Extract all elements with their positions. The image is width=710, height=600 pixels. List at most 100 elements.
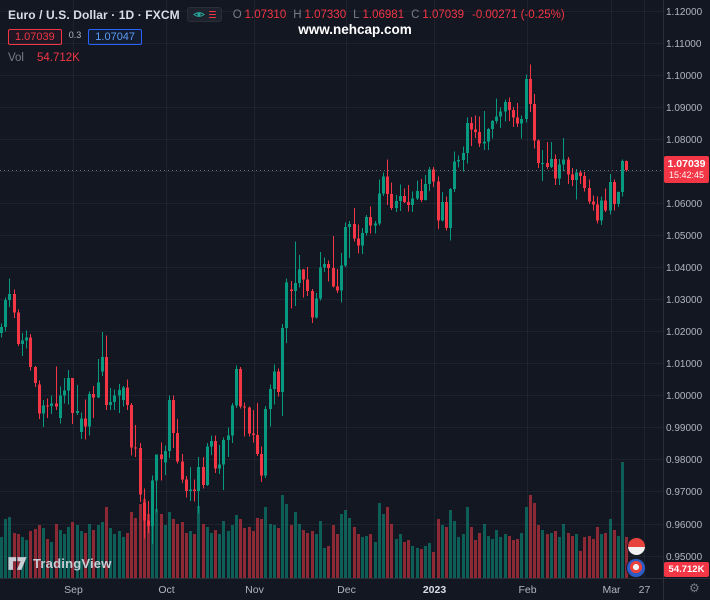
volume-bar [222, 521, 225, 578]
candle-body [50, 403, 53, 406]
volume-bar [621, 462, 624, 578]
time-scale[interactable] [0, 578, 710, 600]
low-value: 1.06981 [362, 8, 405, 21]
candle-body [562, 159, 565, 165]
candle-body [416, 190, 419, 199]
candle-body [386, 176, 389, 195]
symbol-title[interactable]: Euro / U.S. Dollar · 1D · FXCM [8, 7, 180, 22]
volume-axis-badge: 54.712K [664, 562, 709, 577]
candle-body [537, 140, 540, 164]
candle-body [101, 356, 104, 372]
candle-body [105, 356, 108, 405]
volume-label: Vol [8, 52, 24, 64]
high-value: 1.07330 [304, 8, 347, 21]
candle-body [109, 402, 112, 405]
volume-bar [239, 519, 242, 578]
candle-body [294, 283, 297, 292]
candle-body [285, 282, 288, 329]
candle-body [374, 223, 377, 226]
price-tick-label: 1.09000 [666, 103, 703, 114]
volume-bar [575, 534, 578, 578]
volume-bar [50, 542, 53, 578]
legend-row-bidask: 1.07039 0.3 1.07047 [8, 29, 143, 45]
candle-body [29, 337, 32, 368]
candle-body [134, 447, 137, 449]
candle-body [252, 433, 255, 436]
legend-menu-icon[interactable] [208, 10, 216, 19]
price-tick-label: 1.06000 [666, 199, 703, 210]
candle-body [46, 405, 49, 407]
time-tick-label: 27 [639, 584, 651, 596]
candle-body [550, 159, 553, 167]
candle-body [449, 189, 452, 229]
price-tick-label: 1.05000 [666, 231, 703, 242]
floating-widget-icon-top[interactable] [627, 537, 646, 556]
volume-bar [0, 537, 3, 578]
eye-icon[interactable] [192, 10, 205, 19]
volume-bar [453, 521, 456, 578]
volume-bar [474, 540, 477, 578]
tradingview-logo[interactable]: TradingView [8, 556, 112, 571]
candle-body [277, 371, 280, 392]
candle-body [17, 312, 20, 345]
candle-body [71, 378, 74, 413]
volume-bar [13, 533, 16, 578]
candle-body [59, 395, 62, 418]
volume-bar [218, 534, 221, 578]
volume-bar [290, 525, 293, 578]
volume-bar [520, 533, 523, 578]
volume-bar [323, 548, 326, 578]
volume-bar [38, 525, 41, 578]
volume-bar [395, 539, 398, 578]
candle-body [407, 201, 410, 206]
candle-body [332, 267, 335, 287]
candle-body [323, 264, 326, 268]
candle-body [84, 418, 87, 427]
chart-pane[interactable] [0, 0, 663, 578]
price-scale[interactable] [663, 0, 710, 578]
candle-body [365, 216, 368, 233]
bid-price-box[interactable]: 1.07039 [8, 29, 62, 45]
candle-body [80, 418, 83, 433]
volume-bar [340, 514, 343, 578]
candle-body [470, 123, 473, 130]
volume-bar [17, 534, 20, 578]
candle-body [151, 480, 154, 526]
candle-body [432, 169, 435, 182]
settings-gear-icon[interactable]: ⚙ [689, 581, 700, 595]
volume-bar [4, 519, 7, 578]
volume-bar [315, 534, 318, 578]
floating-widget-icon-bottom[interactable] [626, 558, 646, 578]
candle-body [113, 395, 116, 403]
candle-body [336, 286, 339, 291]
volume-bar [202, 524, 205, 578]
candle-body [298, 269, 301, 284]
candle-body [130, 404, 133, 448]
candle-body [21, 340, 24, 345]
candle-body [340, 265, 343, 291]
volume-bar [260, 519, 263, 578]
volume-bar [294, 512, 297, 578]
volume-bar [596, 527, 599, 578]
volume-bar [189, 531, 192, 578]
volume-bar [592, 539, 595, 578]
time-tick-label: 2023 [423, 584, 447, 596]
candle-body [453, 161, 456, 190]
candle-body [256, 435, 259, 455]
candle-body [487, 129, 490, 142]
volume-bar [550, 533, 553, 578]
legend-toolbar[interactable] [186, 7, 222, 22]
candle-body [529, 78, 532, 104]
last-price-badge: 1.07039 15:42:45 [664, 156, 709, 183]
volume-bar [382, 514, 385, 578]
volume-bar [424, 546, 427, 578]
volume-bar [319, 521, 322, 578]
candle-body [197, 466, 200, 491]
ask-price-box[interactable]: 1.07047 [88, 29, 143, 45]
volume-bar [600, 534, 603, 578]
candle-body [579, 172, 582, 176]
legend-row-main: Euro / U.S. Dollar · 1D · FXCM O 1.07310 … [8, 7, 565, 22]
volume-bar [562, 524, 565, 578]
